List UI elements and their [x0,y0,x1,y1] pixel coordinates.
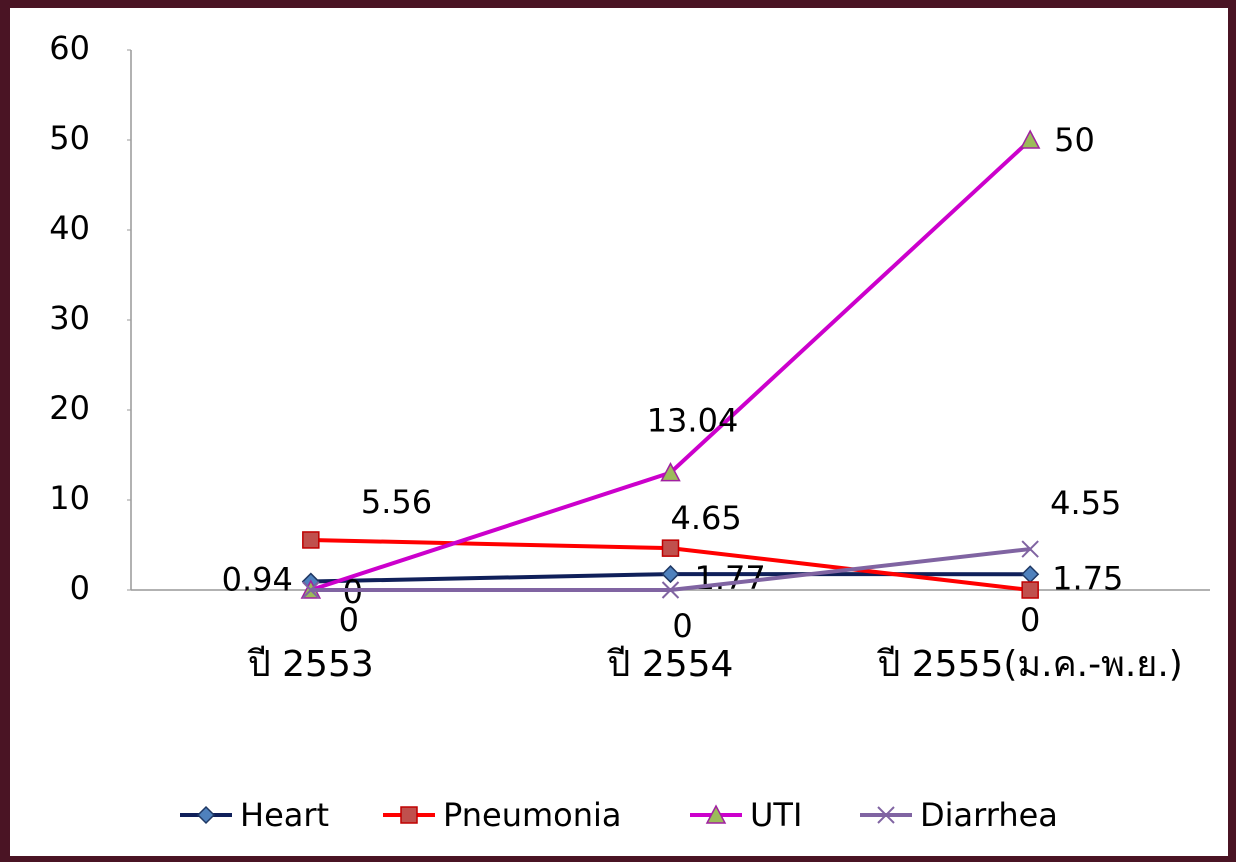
legend-label: Heart [240,796,329,834]
x-tick-label: ปี 2554 [607,644,734,685]
legend-label: Diarrhea [920,796,1058,834]
data-point [302,531,320,549]
data-label: 0.94 [222,561,293,599]
data-label: 0 [672,607,692,645]
data-label: 5.56 [361,483,432,521]
data-point [661,565,680,584]
legend-item: Heart [180,796,329,834]
legend-item: Diarrhea [860,796,1058,834]
y-tick-label: 50 [49,119,90,157]
legend-item: Pneumonia [383,796,622,834]
data-label: 1.77 [695,559,766,597]
chart-area [10,8,1228,856]
data-point [661,539,680,557]
y-tick-label: 0 [70,569,90,607]
x-tick-label-box: ปี 2554 [607,644,734,685]
x-tick-label: ปี 2555(ม.ค.-พ.ย.) [877,644,1183,685]
x-tick-label-box: ปี 2555(ม.ค.-พ.ย.) [877,644,1183,685]
y-tick-label: 60 [49,29,90,67]
y-tick-label: 20 [49,389,90,427]
x-tick-label-box: ปี 2553 [247,644,374,685]
legend-label: Pneumonia [443,796,622,834]
legend-marker [877,806,895,824]
legend-item: UTI [690,796,802,834]
legend-marker [196,805,216,825]
data-label: 13.04 [647,402,739,440]
data-label: 0 [339,601,359,639]
data-label: 4.55 [1050,484,1121,522]
data-label: 1.75 [1052,559,1123,597]
data-label: 0 [1020,601,1040,639]
legend-label: UTI [750,796,802,834]
y-tick-label: 40 [49,209,90,247]
data-point [302,581,320,599]
y-tick-label: 10 [49,479,90,517]
x-tick-label: ปี 2553 [247,644,374,685]
legend-marker [705,804,727,824]
y-tick-label: 30 [49,299,90,337]
data-point [660,462,681,482]
data-point [661,581,680,599]
data-point [1019,129,1041,149]
data-label: 50 [1054,121,1095,159]
data-point [1021,581,1039,599]
legend-marker [400,806,418,824]
data-label: 4.65 [671,499,742,537]
data-point [1021,540,1039,558]
